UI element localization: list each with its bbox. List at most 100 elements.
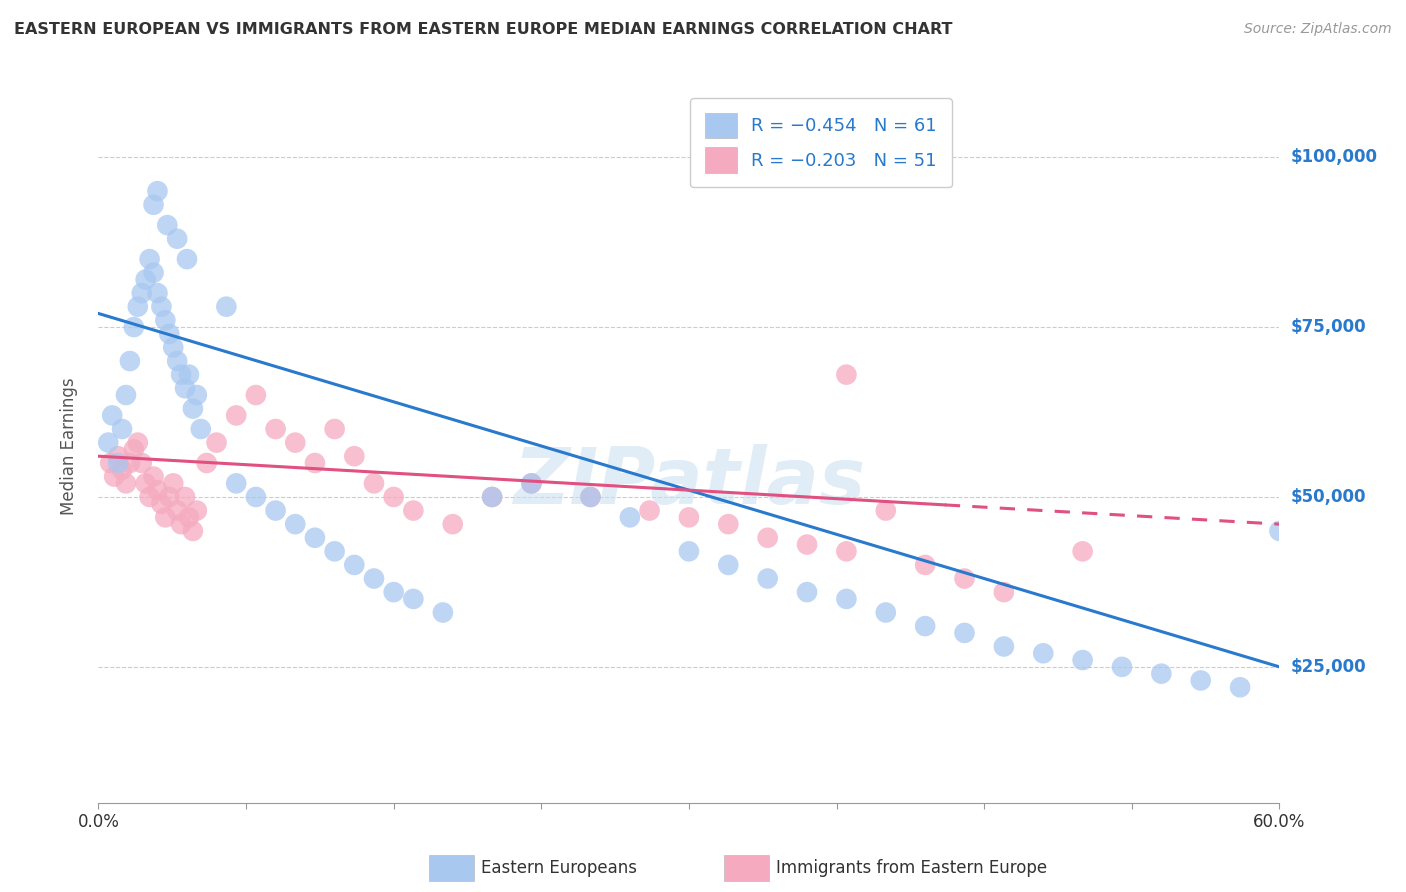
Point [619, 510, 641, 524]
Point [323, 422, 346, 436]
Point [343, 558, 366, 572]
Point [343, 449, 366, 463]
Point [177, 368, 200, 382]
Point [914, 558, 936, 572]
Point [264, 422, 287, 436]
Point [115, 476, 138, 491]
Point [101, 409, 124, 423]
Text: Source: ZipAtlas.com: Source: ZipAtlas.com [1244, 22, 1392, 37]
Point [284, 435, 307, 450]
Point [157, 326, 180, 341]
Point [118, 354, 141, 368]
Point [1071, 653, 1094, 667]
Text: $25,000: $25,000 [1291, 658, 1367, 676]
Point [796, 585, 818, 599]
Point [579, 490, 602, 504]
Point [875, 503, 897, 517]
Point [284, 517, 307, 532]
Point [138, 252, 160, 266]
Text: $50,000: $50,000 [1291, 488, 1367, 506]
Point [135, 272, 157, 286]
Point [481, 490, 503, 504]
Point [520, 476, 543, 491]
Point [1032, 646, 1054, 660]
Point [103, 469, 125, 483]
Point [215, 300, 238, 314]
Point [155, 510, 177, 524]
Legend: R = −0.454   N = 61, R = −0.203   N = 51: R = −0.454 N = 61, R = −0.203 N = 51 [690, 98, 952, 187]
Point [122, 320, 145, 334]
Point [382, 585, 405, 599]
Point [678, 510, 700, 524]
Point [205, 435, 228, 450]
Point [402, 503, 425, 517]
Point [914, 619, 936, 633]
Point [131, 286, 153, 301]
Point [304, 456, 326, 470]
Point [157, 490, 180, 504]
Point [150, 497, 173, 511]
Point [142, 469, 165, 483]
Point [127, 300, 149, 314]
Text: $75,000: $75,000 [1291, 318, 1367, 336]
Point [127, 435, 149, 450]
Point [717, 517, 740, 532]
Point [131, 456, 153, 470]
Point [363, 476, 385, 491]
Point [190, 422, 212, 436]
Point [176, 252, 198, 266]
Point [993, 640, 1015, 654]
Point [579, 490, 602, 504]
Point [162, 341, 184, 355]
Text: $100,000: $100,000 [1291, 148, 1378, 166]
Point [135, 476, 157, 491]
Point [174, 381, 197, 395]
Point [382, 490, 405, 504]
Point [245, 388, 267, 402]
Text: ZIPatlas: ZIPatlas [513, 443, 865, 520]
Point [402, 591, 425, 606]
Point [107, 449, 129, 463]
Point [796, 537, 818, 551]
Point [195, 456, 218, 470]
Point [118, 456, 141, 470]
Text: EASTERN EUROPEAN VS IMMIGRANTS FROM EASTERN EUROPE MEDIAN EARNINGS CORRELATION C: EASTERN EUROPEAN VS IMMIGRANTS FROM EAST… [14, 22, 952, 37]
Point [111, 422, 134, 436]
Point [1111, 660, 1133, 674]
Point [835, 544, 858, 558]
Point [363, 572, 385, 586]
Point [142, 198, 165, 212]
Point [155, 313, 177, 327]
Point [162, 476, 184, 491]
Point [875, 606, 897, 620]
Point [638, 503, 661, 517]
Point [166, 354, 188, 368]
Point [481, 490, 503, 504]
Point [264, 503, 287, 517]
Point [115, 388, 138, 402]
Point [304, 531, 326, 545]
Point [1071, 544, 1094, 558]
Point [138, 490, 160, 504]
Point [1189, 673, 1212, 688]
Point [835, 368, 858, 382]
Point [245, 490, 267, 504]
Point [111, 463, 134, 477]
Point [107, 456, 129, 470]
Point [323, 544, 346, 558]
Y-axis label: Median Earnings: Median Earnings [59, 377, 77, 515]
Point [181, 401, 204, 416]
Point [993, 585, 1015, 599]
Point [953, 572, 976, 586]
Point [441, 517, 464, 532]
Point [678, 544, 700, 558]
Point [156, 218, 179, 232]
Point [432, 606, 454, 620]
Point [166, 503, 188, 517]
Point [142, 266, 165, 280]
Text: Eastern Europeans: Eastern Europeans [481, 859, 637, 877]
Point [174, 490, 197, 504]
Point [146, 483, 169, 498]
Point [181, 524, 204, 538]
Point [225, 409, 247, 423]
